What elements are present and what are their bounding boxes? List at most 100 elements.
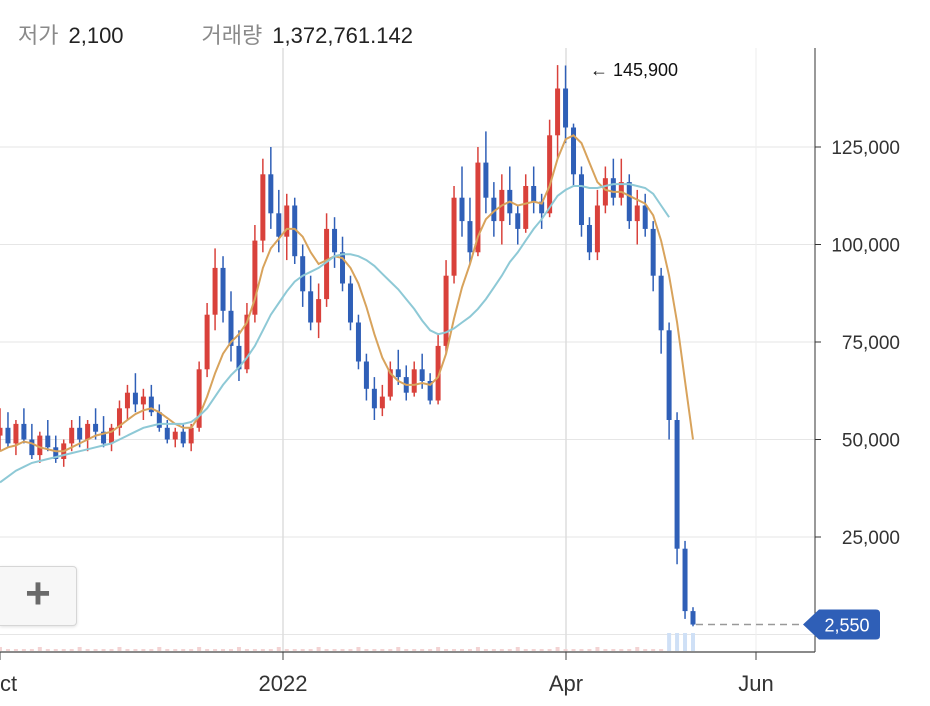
volume-bar — [611, 649, 616, 651]
candle-body — [475, 162, 481, 253]
candle-body — [419, 369, 425, 381]
candle-body — [244, 314, 250, 370]
volume-bar — [221, 649, 226, 651]
candle-body — [69, 427, 75, 444]
candle-body — [164, 427, 170, 440]
volume-bar — [467, 649, 472, 651]
candle-body — [132, 392, 138, 405]
candle-body — [379, 396, 385, 409]
volume-bar — [603, 649, 608, 651]
candle-body — [674, 420, 680, 549]
candle-body — [531, 186, 537, 202]
volume-bar — [659, 649, 664, 651]
volume-bar — [53, 649, 58, 651]
candle-body — [523, 186, 529, 229]
candle-body — [109, 427, 115, 444]
y-tick-label: 50,000 — [842, 431, 900, 452]
volume-bar — [380, 649, 385, 651]
candle-body — [53, 447, 59, 459]
candle-body — [666, 330, 672, 420]
volume-bar — [499, 649, 504, 651]
volume-bar — [452, 649, 457, 651]
candle-body — [626, 182, 632, 222]
volume-bar — [531, 649, 536, 651]
volume-bar — [268, 649, 273, 651]
high-price-annotation: ← 145,900 — [590, 60, 678, 80]
y-tick-label: 75,000 — [842, 333, 900, 354]
low-price-value: 2,100 — [68, 23, 124, 48]
candle-body — [29, 439, 35, 456]
volume-bar — [475, 647, 480, 651]
candle-body — [555, 88, 561, 136]
candle-body — [435, 345, 441, 401]
volume-bar — [141, 649, 146, 651]
candle-body — [578, 174, 584, 225]
volume-bar — [229, 649, 233, 651]
volume-bar — [372, 649, 377, 651]
candle-body — [156, 412, 162, 428]
volume-bar — [37, 647, 42, 651]
volume-bar — [165, 649, 170, 651]
volume-bar — [667, 633, 672, 651]
volume-bar — [587, 649, 592, 651]
volume-bar — [643, 649, 648, 651]
candle-body — [515, 213, 521, 229]
volume-bar — [563, 649, 568, 651]
candle-body — [451, 197, 457, 276]
volume-bar — [157, 647, 162, 651]
volume-bar — [109, 649, 114, 651]
volume-bar — [571, 649, 576, 651]
volume-bar — [388, 649, 393, 651]
candle-body — [196, 369, 202, 428]
candle-body — [355, 322, 361, 362]
candle-body — [93, 423, 99, 432]
volume-bar — [300, 649, 305, 651]
candle-body — [316, 299, 322, 323]
candle-body — [602, 178, 608, 206]
volume-bar — [515, 647, 520, 651]
candle-body — [650, 228, 656, 276]
volume-bar — [244, 649, 249, 651]
volume-bar — [619, 649, 624, 651]
zoom-in-button[interactable]: + — [0, 566, 77, 626]
volume-bar — [189, 649, 194, 651]
candle-body — [411, 369, 417, 393]
y-tick-label: 100,000 — [831, 236, 900, 257]
candle-body — [618, 182, 624, 198]
candle-body — [594, 205, 600, 253]
volume-bar — [523, 649, 528, 651]
volume-bar — [85, 649, 90, 651]
candle-body — [658, 275, 664, 331]
candle-body — [682, 548, 688, 612]
y-tick-label: 25,000 — [842, 528, 900, 549]
volume-bar — [213, 649, 218, 651]
volume-bar — [21, 649, 26, 651]
candle-body — [204, 314, 210, 370]
candle-body — [212, 267, 218, 315]
volume-bar — [149, 649, 154, 651]
volume-bar — [69, 649, 74, 651]
y-tick-label: 125,000 — [831, 138, 900, 159]
volume-bar — [356, 647, 361, 651]
volume-bar — [173, 649, 178, 651]
candle-body — [340, 252, 346, 284]
candle-body — [586, 225, 592, 253]
moving-average-short-line — [0, 134, 694, 453]
volume-bar — [101, 649, 106, 651]
volume-bar — [539, 649, 544, 651]
volume-bar — [507, 649, 512, 651]
volume-bar — [436, 647, 441, 651]
candle-body — [13, 423, 19, 444]
candle-body — [77, 427, 83, 440]
candle-body — [37, 435, 43, 456]
candle-body — [85, 423, 91, 440]
last-price-badge — [803, 609, 880, 640]
candle-body — [276, 213, 282, 237]
candle-body — [347, 283, 353, 323]
candle-body — [0, 427, 3, 436]
candle-body — [642, 205, 648, 229]
volume-bar — [444, 649, 449, 651]
volume-bar — [13, 649, 18, 651]
candle-body — [172, 431, 178, 440]
